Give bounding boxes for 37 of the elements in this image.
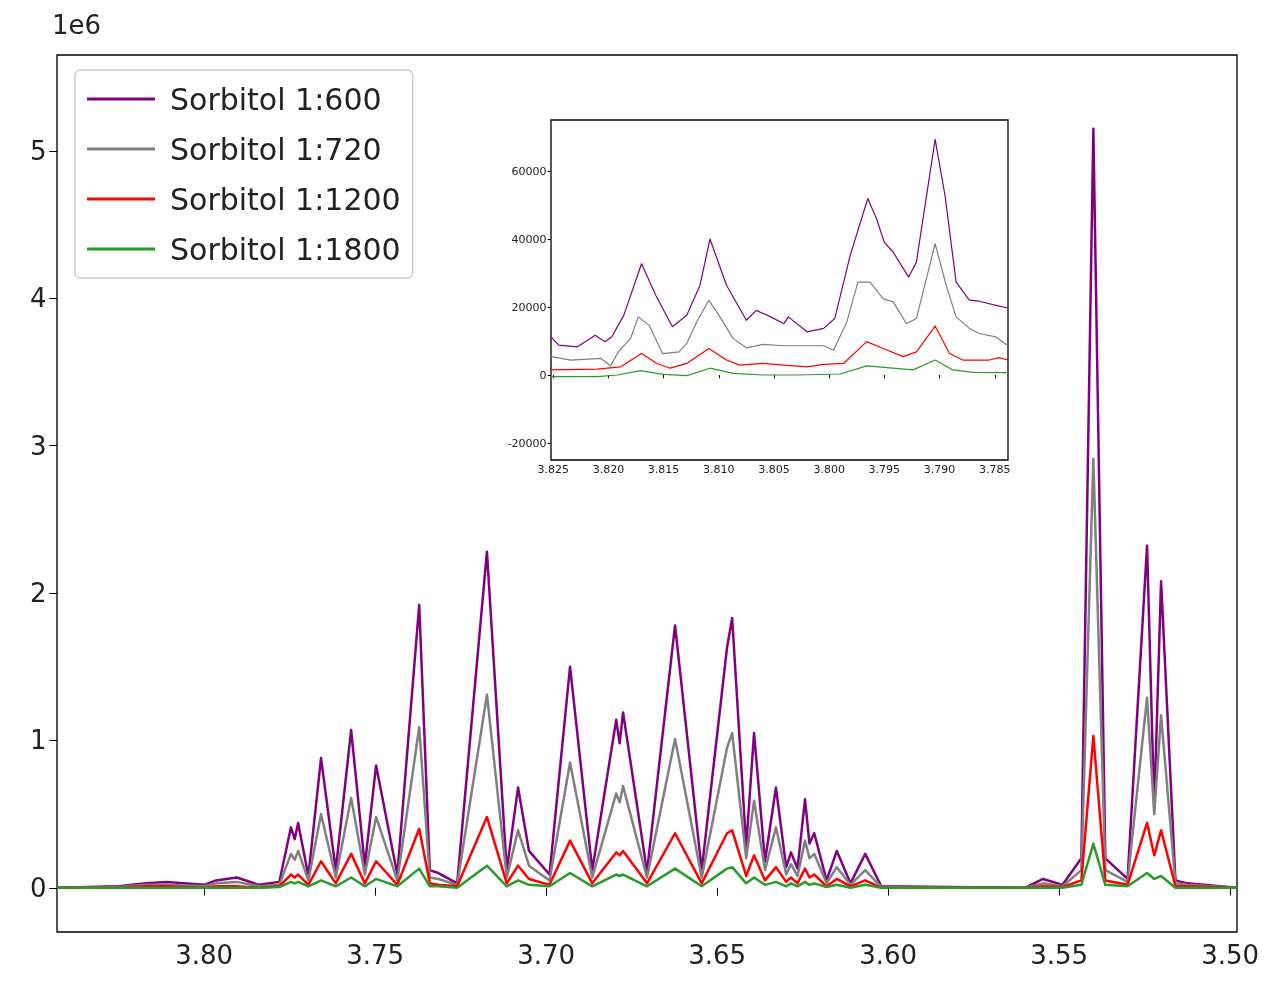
y-tick-label: 20000 (511, 300, 547, 314)
legend-label: Sorbitol 1:720 (170, 131, 382, 167)
y-tick-label: 5 (30, 135, 47, 166)
x-tick-label: 3.70 (517, 940, 576, 971)
y-tick-label: 40000 (511, 232, 547, 246)
y-tick-label: 0 (30, 872, 47, 903)
line-series (550, 138, 1009, 348)
x-tick-label: 3.820 (592, 463, 625, 477)
x-tick-label: 3.80 (175, 940, 234, 971)
line-series (550, 243, 1009, 367)
x-tick-label: 3.800 (813, 463, 845, 477)
y-tick-label: 3 (30, 430, 47, 461)
legend-label: Sorbitol 1:1800 (170, 231, 401, 267)
y-tick-label: 1 (30, 725, 47, 756)
legend-label: Sorbitol 1:1200 (170, 181, 401, 217)
y-tick-label: 60000 (511, 164, 547, 178)
line-series (550, 325, 1009, 371)
line-series (55, 842, 1239, 890)
x-tick-label: 3.795 (868, 463, 901, 477)
y-tick-label: 2 (30, 577, 47, 608)
y-tick-label: 0 (539, 368, 547, 382)
x-tick-label: 3.810 (703, 463, 735, 477)
legend-label: Sorbitol 1:600 (170, 81, 382, 117)
x-tick-label: 3.815 (647, 463, 680, 477)
x-tick-label: 3.60 (859, 940, 918, 971)
x-tick-label: 3.805 (758, 463, 790, 477)
x-tick-label: 3.790 (923, 463, 956, 477)
text: 1e6 (52, 10, 102, 40)
x-tick-label: 3.75 (346, 940, 405, 971)
x-tick-label: 3.65 (688, 940, 747, 971)
x-tick-label: 3.50 (1201, 940, 1260, 971)
y-tick-label: 4 (30, 283, 47, 314)
x-tick-label: 3.785 (979, 463, 1011, 477)
y-tick-label: -20000 (507, 436, 547, 450)
x-tick-label: 3.825 (537, 463, 569, 477)
line-series (550, 359, 1009, 378)
x-tick-label: 3.55 (1030, 940, 1089, 971)
